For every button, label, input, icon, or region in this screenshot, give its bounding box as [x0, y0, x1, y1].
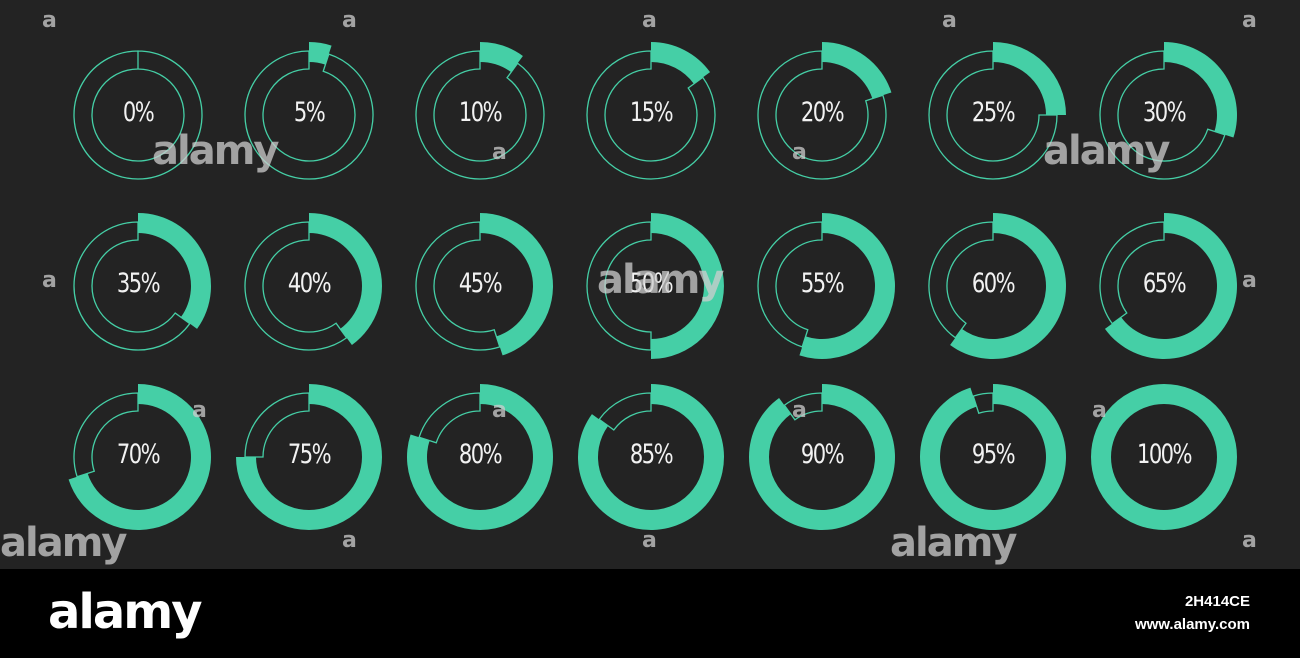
ring-remaining-track [415, 50, 545, 180]
percentage-ring [928, 42, 1066, 180]
percentage-ring [415, 42, 545, 180]
watermark-mark: a [792, 140, 807, 165]
watermark-mark: a [1242, 528, 1257, 553]
percentage-ring [244, 213, 382, 351]
percentage-label: 20% [800, 97, 845, 128]
image-id: 2H414CE [1184, 593, 1250, 610]
ring-remaining-track [1099, 221, 1165, 325]
percentage-label: 10% [458, 97, 503, 128]
percentage-ring [73, 213, 211, 351]
watermark-logo: alamy [152, 128, 279, 174]
watermark-logo: alamy [890, 520, 1017, 566]
watermark-mark: a [1242, 8, 1257, 33]
ring-remaining-track [757, 50, 887, 180]
ring-progress-arc [1091, 384, 1237, 530]
percentage-label: 70% [116, 439, 161, 470]
watermark-mark: a [42, 8, 57, 33]
ring-progress-arc [651, 213, 724, 359]
watermark-mark: a [342, 8, 357, 33]
footer-logo: alamy [48, 584, 203, 640]
ring-progress-arc [1164, 42, 1237, 138]
watermark-mark: a [642, 8, 657, 33]
percentage-label: 40% [287, 268, 332, 299]
percentage-ring [1091, 384, 1237, 530]
watermark-logo: alamy [0, 520, 127, 566]
percentage-ring [928, 213, 1067, 360]
percentage-ring [757, 42, 892, 180]
ring-remaining-track [757, 221, 823, 348]
ring-remaining-track [244, 392, 310, 458]
percentage-ring [749, 384, 896, 530]
percentage-label: 60% [971, 268, 1016, 299]
percentage-label: 85% [629, 439, 674, 470]
ring-remaining-track [73, 392, 139, 478]
ring-progress-arc [480, 213, 553, 356]
percentage-ring [578, 384, 724, 530]
percentage-label: 55% [800, 268, 845, 299]
ring-progress-arc [309, 213, 382, 346]
watermark-logo: alamy [1043, 128, 1170, 174]
percentage-label: 35% [116, 268, 161, 299]
ring-progress-arc [993, 42, 1066, 115]
watermark-mark: a [192, 398, 207, 423]
watermark-mark: a [492, 398, 507, 423]
percentage-label: 0% [122, 97, 155, 128]
percentage-label: 50% [629, 268, 674, 299]
ring-remaining-track [1099, 50, 1226, 180]
ring-progress-arc [309, 42, 332, 65]
percentage-ring [757, 213, 896, 360]
watermark-logo: alamy [597, 257, 724, 303]
percentage-ring [68, 384, 212, 530]
ring-progress-arc [822, 42, 892, 99]
ring-remaining-track [586, 50, 716, 180]
watermark-mark: a [1242, 268, 1257, 293]
percentage-ring [407, 384, 553, 530]
ring-progress-arc [138, 213, 211, 329]
percentage-ring [586, 42, 716, 180]
ring-remaining-track [415, 221, 501, 351]
ring-remaining-track [73, 221, 191, 351]
watermark-mark: a [642, 528, 657, 553]
percentage-ring [236, 384, 382, 530]
percentage-ring [244, 42, 374, 180]
watermark-mark: a [942, 8, 957, 33]
percentage-ring [415, 213, 553, 356]
ring-remaining-track [928, 50, 1058, 180]
ring-remaining-track [598, 392, 652, 431]
ring-progress-arc [950, 213, 1067, 360]
watermark-mark: a [342, 528, 357, 553]
ring-remaining-track [418, 392, 481, 444]
ring-remaining-track [244, 50, 374, 180]
percentage-ring [919, 384, 1066, 531]
percentage-label: 90% [800, 439, 845, 470]
ring-progress-arc [1104, 213, 1237, 360]
ring-remaining-track [928, 221, 994, 339]
percentage-label: 100% [1137, 439, 1193, 470]
ring-remaining-track [972, 392, 994, 415]
infographic-canvas [0, 0, 1300, 569]
percentage-label: 80% [458, 439, 503, 470]
ring-progress-arc [799, 213, 896, 360]
ring-remaining-track [586, 221, 652, 351]
percentage-label: 25% [971, 97, 1016, 128]
percentage-label: 95% [971, 439, 1016, 470]
watermark-mark: a [42, 268, 57, 293]
watermark-mark: a [1092, 398, 1107, 423]
percentage-label: 5% [293, 97, 326, 128]
percentage-rings [68, 42, 1237, 531]
percentage-label: 15% [629, 97, 674, 128]
watermark-mark: a [492, 140, 507, 165]
percentage-label: 75% [287, 439, 332, 470]
percentage-ring [1099, 42, 1237, 180]
ring-remaining-track [244, 221, 348, 351]
percentage-ring [586, 213, 724, 359]
percentage-ring [1099, 213, 1237, 360]
ring-progress-arc [651, 42, 711, 84]
watermark-mark: a [792, 398, 807, 423]
ring-progress-arc [480, 42, 523, 73]
percentage-label: 30% [1142, 97, 1187, 128]
percentage-label: 45% [458, 268, 503, 299]
footer-url: www.alamy.com [1134, 616, 1250, 633]
percentage-label: 65% [1142, 268, 1187, 299]
